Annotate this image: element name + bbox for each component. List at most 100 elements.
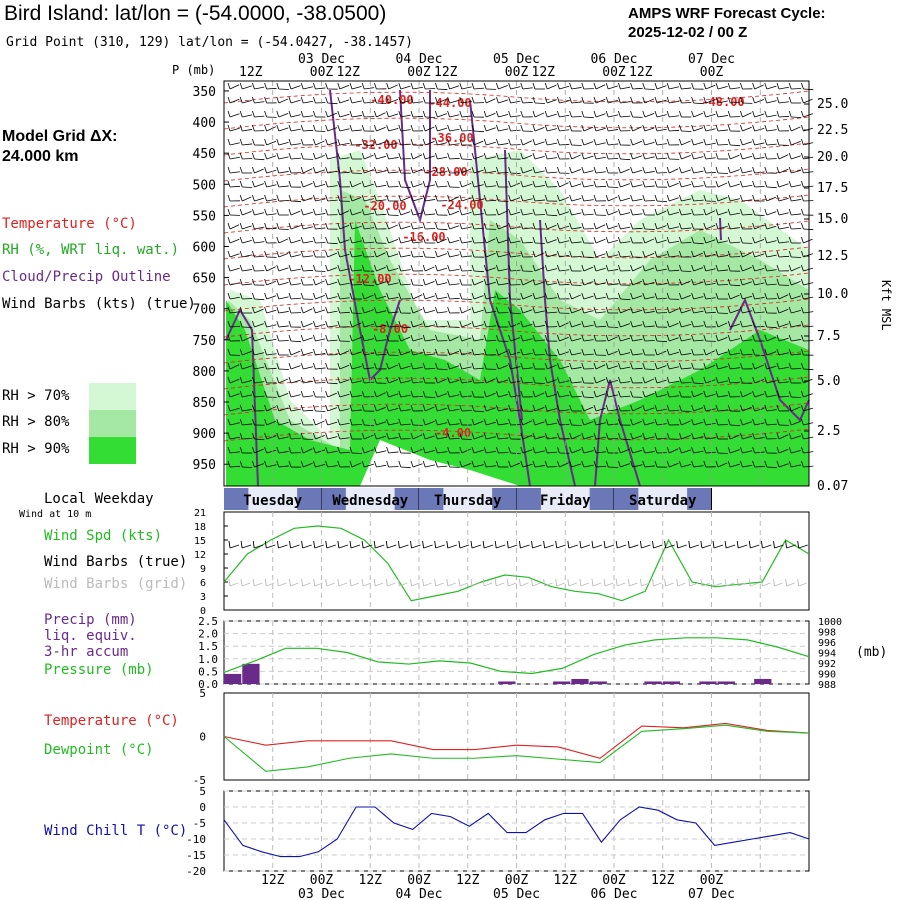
wind-barb [376, 339, 387, 342]
wind-barb-flag [496, 180, 499, 188]
wind-barb-flag [581, 236, 585, 244]
wind-barb-flag [642, 82, 646, 90]
wind-barb-flag [666, 418, 670, 426]
wind-barb-flag [227, 166, 231, 174]
wind-barb-flag [374, 250, 377, 258]
wind-barb-flag [752, 138, 755, 146]
wind-barb [425, 435, 435, 440]
wind-barb [388, 466, 399, 468]
wind-barb [669, 269, 680, 272]
wind-barb [681, 198, 692, 202]
wind-barb-flag [788, 278, 792, 286]
wind-barb-flag [349, 278, 353, 286]
wind-barb-flag [544, 446, 548, 454]
wind-barb-flag [788, 194, 792, 202]
wind-barb-flag [569, 208, 572, 216]
model-grid-dx-line1: Model Grid ΔX: [2, 128, 118, 145]
weekday-label: Saturday [629, 493, 697, 509]
wind-barb [608, 254, 619, 258]
wind-barb-flag [764, 208, 768, 216]
wind-barb-flag [496, 152, 499, 160]
wind-barb-flag [801, 250, 804, 258]
wind-barb-flag [447, 152, 450, 160]
wind-barb [522, 294, 533, 300]
wind-barb-flag [520, 96, 524, 104]
wind-barb [705, 113, 716, 118]
wind-barb [778, 197, 789, 202]
wind-barb [510, 86, 521, 90]
wind-barb-flag [679, 362, 682, 370]
wind-barb [315, 295, 325, 300]
wind-barb [229, 407, 240, 412]
wind-barb-flag [788, 236, 792, 244]
wind-barb-flag [288, 250, 292, 258]
wind-barb-flag [618, 208, 621, 216]
wind-barb-flag [532, 446, 536, 454]
wind-barb-flag [557, 250, 560, 258]
wind-barb [510, 100, 521, 104]
wind-barb-flag [618, 110, 621, 118]
wind-barb [681, 309, 692, 314]
wind-barb [608, 225, 618, 230]
wind-barb [522, 241, 533, 244]
wind-barb-flag [703, 180, 707, 188]
wind-barb [644, 282, 655, 286]
wind-barb-flag [337, 208, 341, 216]
wind-barb-flag [252, 418, 255, 426]
wind-barb-flag [630, 208, 633, 216]
wind-barb-flag [422, 320, 426, 328]
surface-wind-barb-flag [361, 540, 364, 549]
precip-tick: 2.0 [198, 628, 218, 641]
wind-barb [583, 435, 594, 440]
wind-barb [473, 280, 484, 286]
wind-barb-flag [300, 152, 304, 160]
surface-wind-barb-flag [627, 540, 630, 549]
wind-barb-flag [264, 376, 267, 384]
surface-wind-barb-flag [325, 540, 328, 549]
surface-wind-barb-flag [385, 540, 388, 549]
wind-barb-flag [386, 320, 389, 328]
wind-barb-flag [605, 124, 609, 132]
wind-barb [608, 269, 619, 272]
wind-barb-flag [422, 306, 426, 314]
wind-speed-tick: 21 [194, 508, 206, 519]
wind-barb [388, 393, 399, 398]
wind-barb-flag [239, 194, 243, 202]
wind-barb-flag [630, 348, 633, 356]
wind-barb [766, 254, 777, 258]
grid-wind-barb-flag [264, 578, 267, 587]
wind-barb [339, 393, 350, 398]
wind-barb-flag [459, 390, 463, 398]
wind-barb-flag [654, 222, 658, 230]
wind-barb [669, 240, 680, 244]
wind-barb-flag [471, 194, 475, 202]
wind-barb-flag [239, 264, 243, 272]
wind-barb [278, 171, 289, 174]
wind-barb [339, 128, 350, 132]
wind-barb [412, 308, 423, 314]
wind-barb [705, 210, 716, 216]
wind-barb-flag [459, 306, 463, 314]
wind-barb-flag [691, 278, 694, 286]
wind-barb-flag [239, 348, 243, 356]
wind-barb-flag [252, 124, 255, 132]
wind-barb-flag [471, 278, 475, 286]
wind-barb-flag [459, 348, 463, 356]
wind-barb [669, 182, 679, 188]
wind-barb [547, 379, 557, 384]
wind-barb-flag [483, 194, 487, 202]
wind-barb-flag [788, 264, 792, 272]
wind-barb [425, 170, 435, 174]
wind-barb [620, 438, 631, 441]
wind-barb-flag [569, 124, 572, 132]
wind-barb [766, 225, 777, 230]
grid-wind-barb-flag [325, 578, 328, 587]
wind-barb [242, 336, 252, 342]
wind-barb-flag [264, 334, 267, 342]
wind-barb-flag [252, 460, 255, 468]
wind-barb [595, 127, 606, 132]
wind-barb [583, 450, 594, 454]
surface-wind-barb [290, 544, 300, 549]
wind-barb [376, 406, 386, 412]
wind-barb-flag [788, 446, 792, 454]
